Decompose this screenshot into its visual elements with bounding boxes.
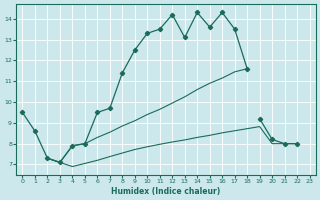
- X-axis label: Humidex (Indice chaleur): Humidex (Indice chaleur): [111, 187, 221, 196]
